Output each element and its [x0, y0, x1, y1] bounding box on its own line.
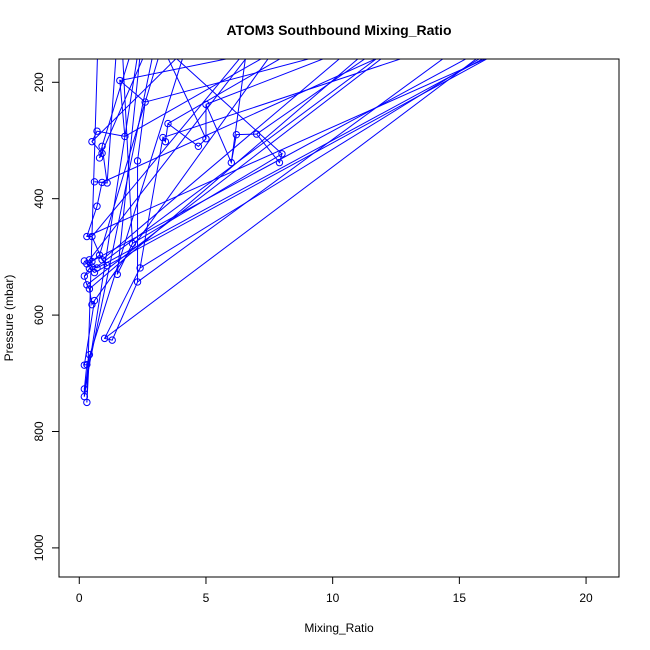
data-point [121, 132, 129, 141]
series-segment [106, 59, 117, 184]
data-point [80, 392, 89, 401]
y-tick-label: 1000 [32, 534, 46, 561]
data-point [98, 256, 106, 264]
data-point [80, 385, 89, 393]
series-segment [99, 59, 159, 256]
x-tick-label: 0 [76, 591, 83, 605]
y-tick-label: 600 [32, 305, 46, 325]
data-point [275, 158, 284, 167]
x-axis-label: Mixing_Ratio [304, 621, 374, 635]
x-tick-label: 15 [453, 591, 467, 605]
series-segment [162, 59, 402, 139]
data-point [128, 239, 137, 248]
series-segment [101, 59, 377, 183]
series-segment [89, 59, 359, 290]
series-segment [84, 59, 377, 277]
y-axis: 200 400 600 800 1000 [32, 72, 60, 561]
data-point [85, 285, 94, 293]
series-segment [167, 59, 207, 139]
series-segment [101, 59, 340, 261]
series-segment [256, 59, 366, 135]
series-segment [116, 59, 141, 275]
series-segment [230, 59, 246, 163]
y-tick-label: 200 [32, 72, 46, 92]
x-axis: 0 5 10 15 20 [76, 576, 593, 605]
data-point [194, 142, 203, 151]
series-segment [91, 59, 177, 143]
data-point [133, 157, 142, 165]
series-segment [86, 59, 467, 265]
data-point [108, 336, 116, 344]
data-point [227, 158, 236, 167]
data-point [278, 150, 286, 158]
data-point [98, 142, 106, 151]
series-segment [89, 59, 247, 261]
chart-title: ATOM3 Southbound Mixing_Ratio [226, 22, 451, 38]
data-point [141, 98, 149, 106]
data-point [93, 264, 101, 272]
series-segment [167, 59, 281, 125]
data-point [93, 127, 101, 135]
data-point [103, 261, 111, 270]
data-point [164, 119, 172, 128]
data-point [90, 296, 99, 305]
data-point [136, 264, 144, 272]
data-point [80, 272, 89, 280]
plot-area [80, 59, 488, 407]
data-point [85, 350, 94, 359]
data-point [80, 361, 89, 369]
series-segment [86, 59, 382, 286]
data-point [98, 178, 106, 187]
data-point [116, 76, 124, 85]
data-point [159, 133, 167, 142]
x-tick-label: 10 [326, 591, 340, 605]
data-point [88, 300, 96, 309]
series-segment [94, 59, 488, 274]
series-segment [139, 59, 480, 269]
y-tick-label: 400 [32, 188, 46, 208]
data-point [202, 100, 210, 109]
series-segment [99, 59, 144, 159]
data-point [202, 135, 210, 143]
data-point [88, 232, 96, 241]
y-tick-label: 800 [32, 421, 46, 441]
data-point [93, 202, 101, 210]
data-point [252, 130, 261, 138]
data-point [113, 270, 121, 279]
series-segment [119, 59, 229, 82]
y-axis-label: Pressure (mbar) [2, 275, 16, 362]
data-point [232, 130, 241, 139]
data-point [83, 281, 91, 289]
series-segment [86, 59, 487, 237]
data-point [83, 232, 91, 241]
data-point [88, 137, 96, 146]
data-point [98, 149, 106, 157]
x-tick-label: 20 [579, 591, 593, 605]
series-segment [122, 59, 133, 244]
x-tick-label: 5 [203, 591, 210, 605]
series-segment [83, 59, 138, 397]
series-segment [83, 59, 153, 390]
series-segment [86, 59, 98, 403]
series-segment [137, 59, 444, 283]
data-point [103, 179, 111, 187]
series-segment [205, 59, 325, 105]
series-segment [176, 59, 283, 155]
data-point [100, 334, 109, 343]
series-segment [145, 59, 311, 103]
data-point [161, 137, 170, 146]
series-segment [96, 59, 484, 269]
data-point [90, 178, 99, 186]
data-point [133, 278, 142, 286]
data-point [88, 257, 96, 266]
